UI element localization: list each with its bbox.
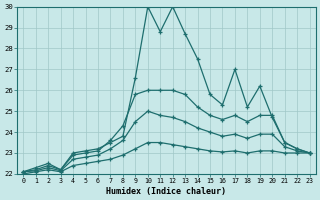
X-axis label: Humidex (Indice chaleur): Humidex (Indice chaleur) — [107, 187, 227, 196]
